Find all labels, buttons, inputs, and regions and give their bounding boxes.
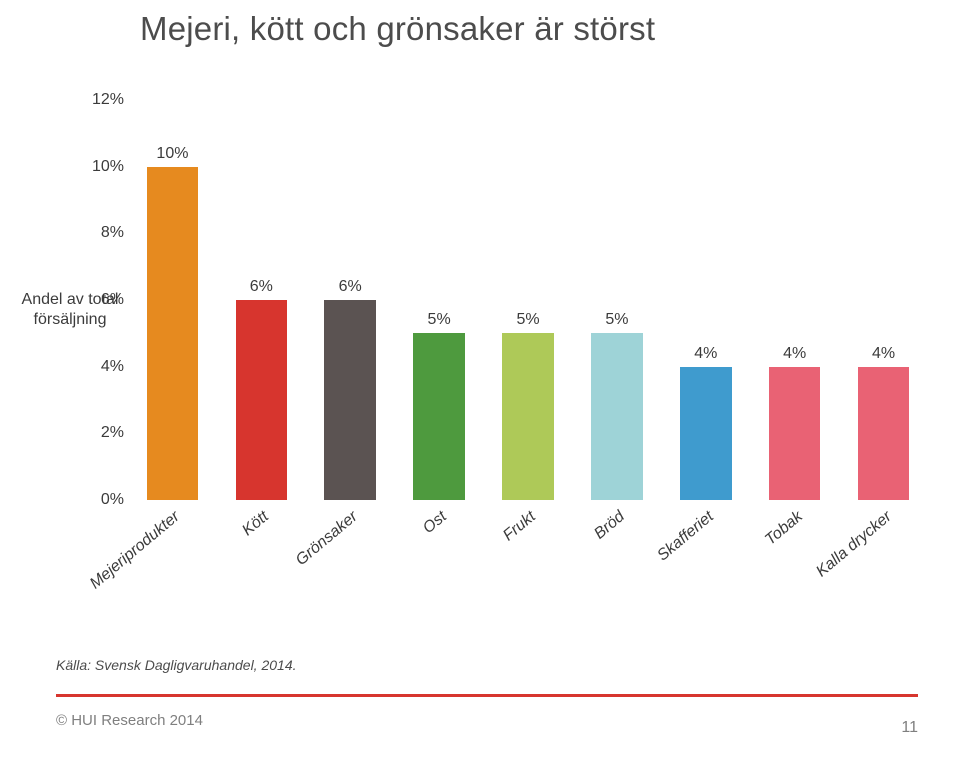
bar-chart: 12% 10% 8% 6% 4% 2% 0% 10% 6% 6% xyxy=(128,100,928,590)
x-axis: Mejeriprodukter Kött Grönsaker Ost Frukt… xyxy=(128,500,928,590)
x-axis-label: Kött xyxy=(240,508,273,540)
bar-slot: 4% xyxy=(750,100,839,500)
value-label: 4% xyxy=(694,345,717,363)
value-label: 4% xyxy=(872,345,895,363)
x-axis-label: Tobak xyxy=(762,508,807,549)
bar xyxy=(147,167,199,500)
ytick: 8% xyxy=(84,224,124,242)
bar xyxy=(324,300,376,500)
bars-container: 10% 6% 6% 5% 5% xyxy=(128,100,928,500)
ytick: 4% xyxy=(84,358,124,376)
bar-slot: 5% xyxy=(395,100,484,500)
divider-line xyxy=(56,694,918,697)
x-axis-label: Frukt xyxy=(500,508,539,545)
y-axis-label-line2: försäljning xyxy=(34,311,107,328)
bar-slot: 6% xyxy=(217,100,306,500)
value-label: 5% xyxy=(605,311,628,329)
ytick: 6% xyxy=(84,291,124,309)
slide: Mejeri, kött och grönsaker är störst And… xyxy=(0,0,960,759)
x-axis-label: Bröd xyxy=(591,508,628,544)
ytick: 12% xyxy=(84,91,124,109)
xlabel-slot: Bröd xyxy=(572,500,661,590)
bar-slot: 10% xyxy=(128,100,217,500)
bar xyxy=(591,333,643,500)
page-number: 11 xyxy=(901,719,918,737)
footer-copyright: © HUI Research 2014 xyxy=(56,712,203,729)
ytick: 2% xyxy=(84,424,124,442)
x-axis-label: Skafferiet xyxy=(654,508,717,565)
bar-slot: 5% xyxy=(484,100,573,500)
value-label: 5% xyxy=(428,311,451,329)
bar-slot: 4% xyxy=(661,100,750,500)
bar xyxy=(502,333,554,500)
xlabel-slot: Kalla drycker xyxy=(839,500,928,590)
value-label: 6% xyxy=(250,278,273,296)
bar xyxy=(858,367,910,500)
bar xyxy=(680,367,732,500)
x-axis-label: Mejeriprodukter xyxy=(87,508,184,593)
bar-slot: 5% xyxy=(572,100,661,500)
xlabel-slot: Kött xyxy=(217,500,306,590)
value-label: 6% xyxy=(339,278,362,296)
xlabel-slot: Frukt xyxy=(484,500,573,590)
bar xyxy=(236,300,288,500)
xlabel-slot: Ost xyxy=(395,500,484,590)
bar xyxy=(769,367,821,500)
bar-slot: 4% xyxy=(839,100,928,500)
ytick: 0% xyxy=(84,491,124,509)
bar xyxy=(413,333,465,500)
value-label: 10% xyxy=(156,145,188,163)
ytick: 10% xyxy=(84,158,124,176)
bar-slot: 6% xyxy=(306,100,395,500)
page-title: Mejeri, kött och grönsaker är störst xyxy=(140,10,655,48)
xlabel-slot: Skafferiet xyxy=(661,500,750,590)
plot-area: 12% 10% 8% 6% 4% 2% 0% 10% 6% 6% xyxy=(128,100,928,500)
x-axis-label: Ost xyxy=(420,508,451,538)
value-label: 4% xyxy=(783,345,806,363)
xlabel-slot: Grönsaker xyxy=(306,500,395,590)
value-label: 5% xyxy=(516,311,539,329)
source-note: Källa: Svensk Dagligvaruhandel, 2014. xyxy=(56,657,297,673)
xlabel-slot: Mejeriprodukter xyxy=(128,500,217,590)
